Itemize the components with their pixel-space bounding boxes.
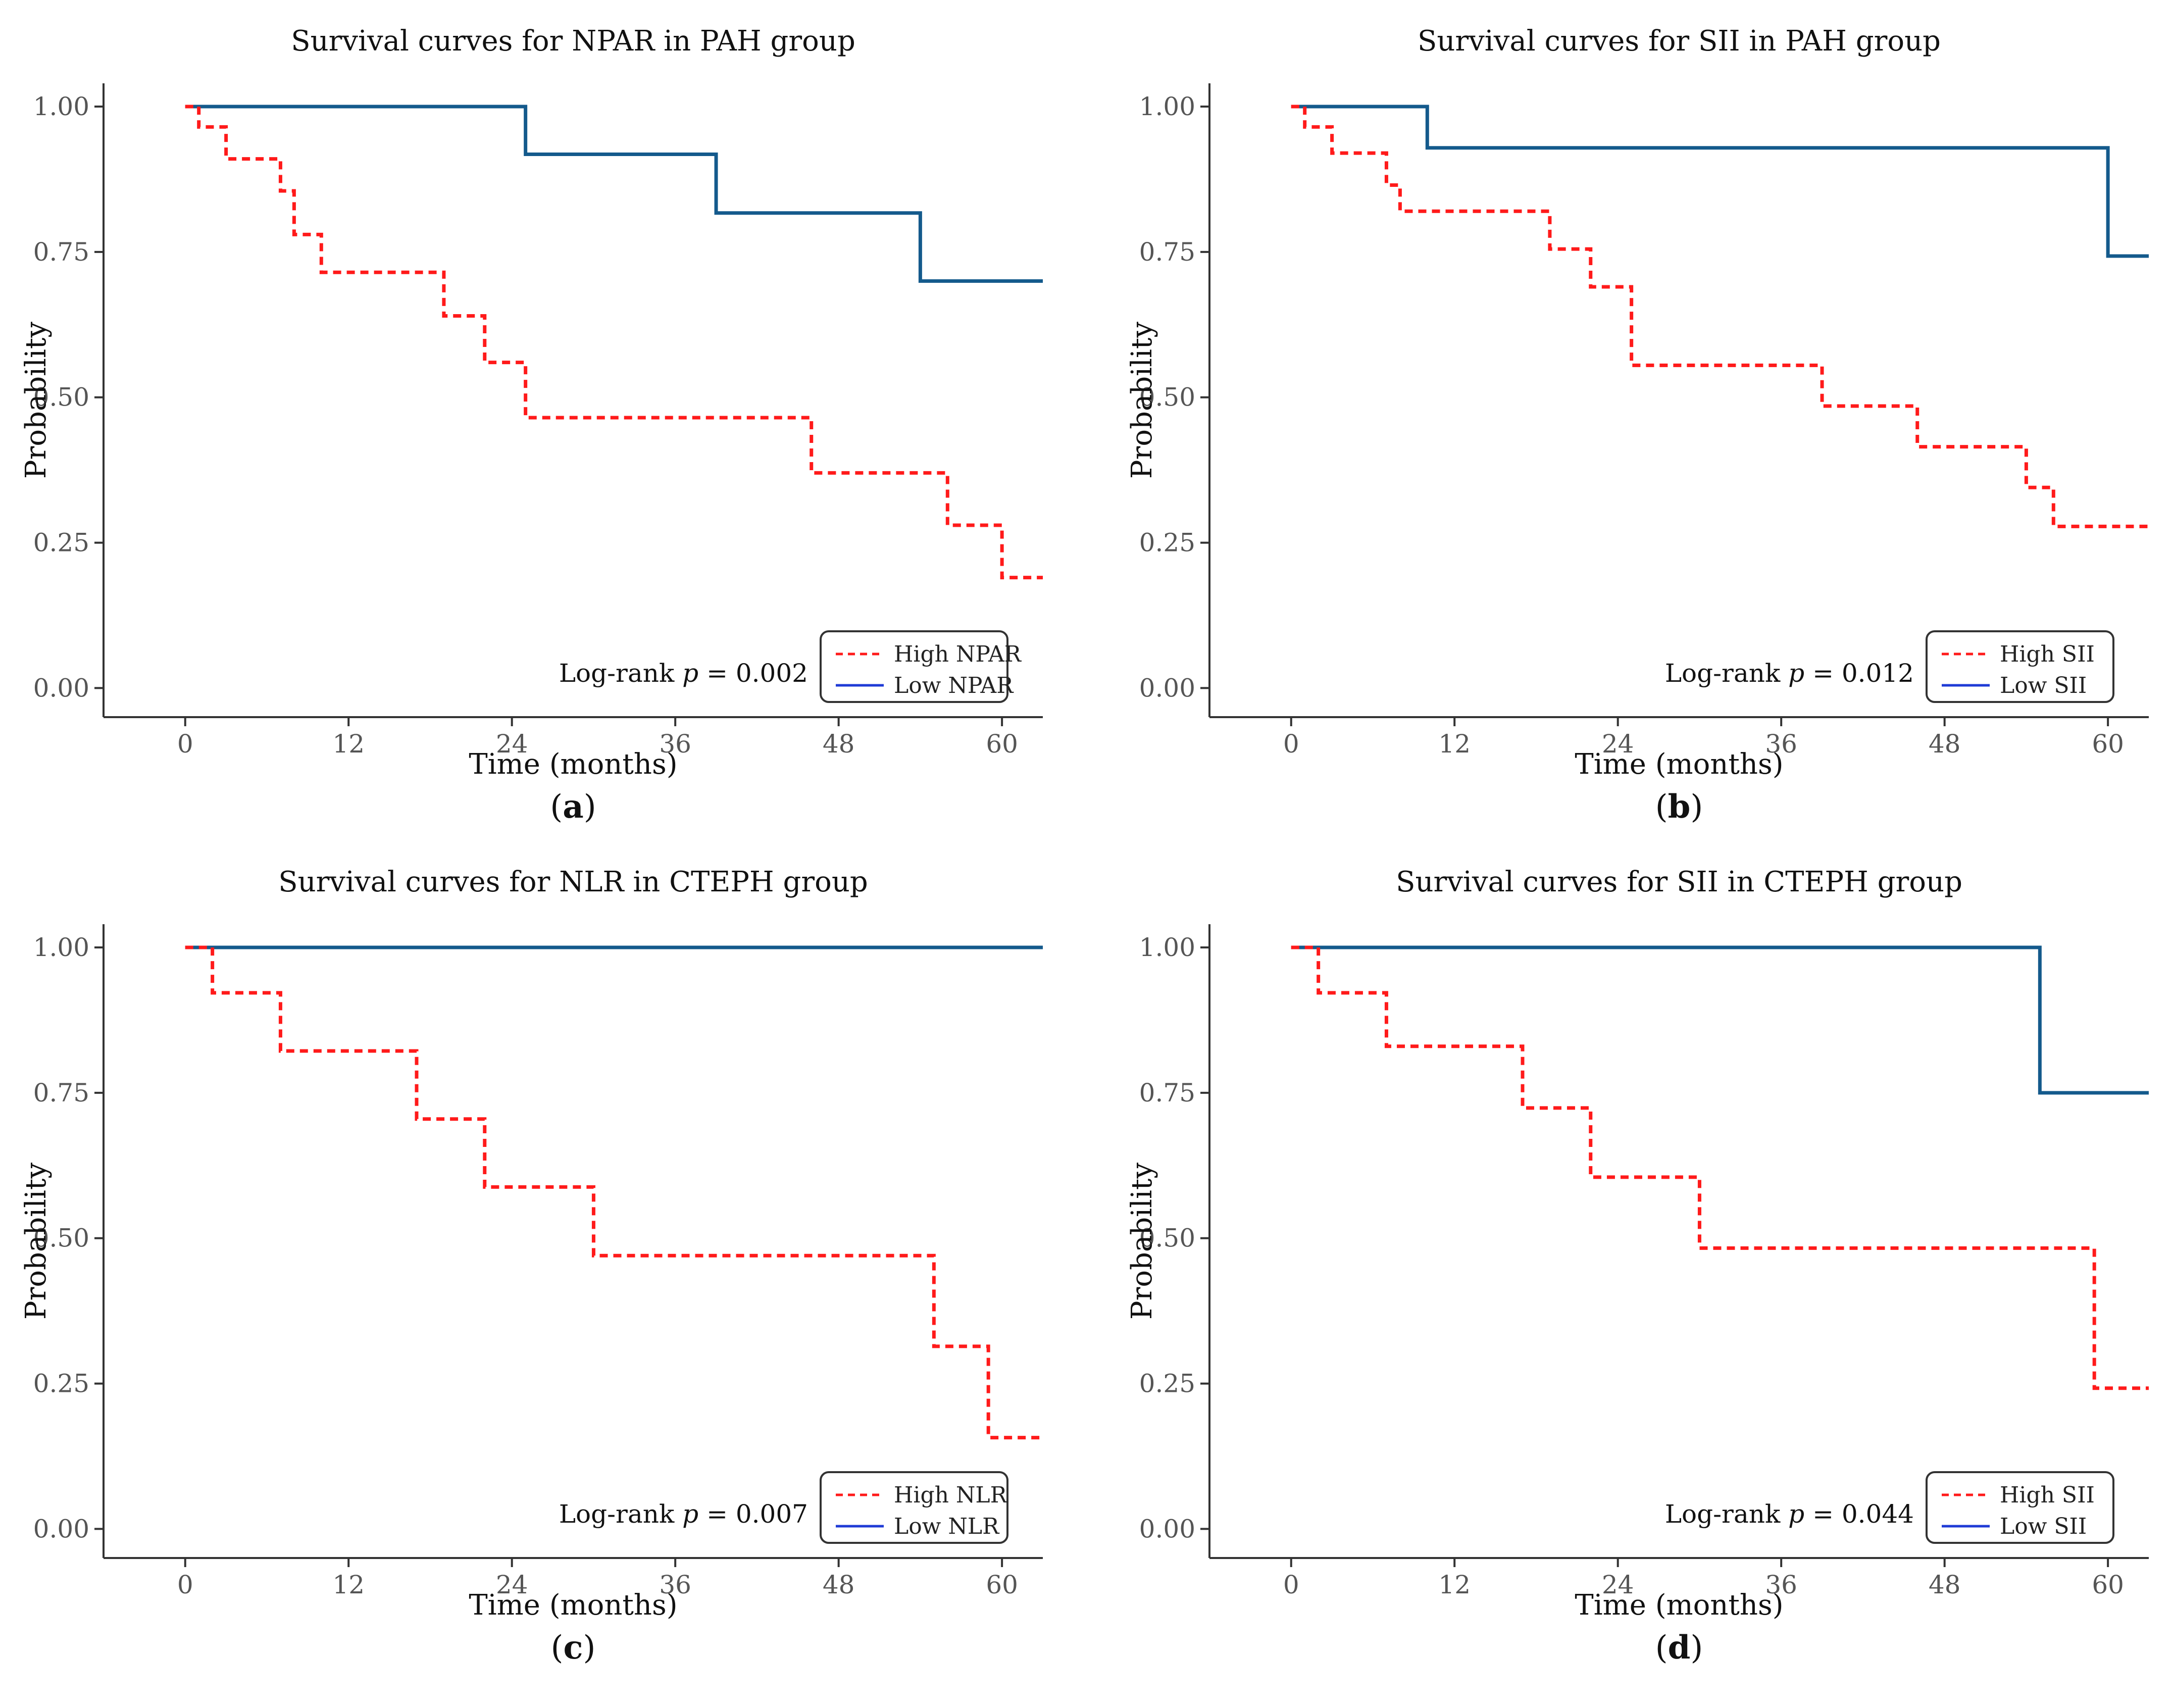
y-tick-label: 1.00 xyxy=(1139,933,1195,962)
y-tick-label: 0.50 xyxy=(1139,1224,1195,1253)
y-tick-label: 0.00 xyxy=(1139,1514,1195,1543)
logrank-annotation: Log-rank p = 0.007 xyxy=(559,1499,808,1529)
y-tick-label: 0.75 xyxy=(33,237,89,267)
survival-curve-low xyxy=(185,105,1043,283)
x-tick-label: 48 xyxy=(1929,1570,1961,1599)
y-tick-label: 0.00 xyxy=(1139,673,1195,702)
km-chart-b: Survival curves for SII in PAH group 0.00… xyxy=(1126,25,2149,781)
x-tick-label: 36 xyxy=(659,1570,691,1599)
y-tick-label: 1.00 xyxy=(33,92,89,121)
legend-label-high: High NPAR xyxy=(894,641,1022,667)
y-axis-label: Probability xyxy=(20,322,53,479)
y-axis-label: Probability xyxy=(1126,322,1158,479)
y-axis-label: Probability xyxy=(20,1163,53,1320)
panel-caption: (a) xyxy=(550,788,596,826)
x-axis-label: Time (months) xyxy=(1575,1589,1783,1622)
logrank-annotation: Log-rank p = 0.044 xyxy=(1665,1499,1914,1529)
chart-title: Survival curves for NPAR in PAH group xyxy=(291,25,855,58)
x-tick-label: 0 xyxy=(1283,729,1299,759)
km-chart-c: Survival curves for NLR in CTEPH group 0.… xyxy=(20,866,1043,1622)
x-tick-label: 12 xyxy=(332,729,365,759)
survival-curve-high xyxy=(185,945,1043,1440)
y-tick-label: 0.25 xyxy=(1139,1369,1195,1398)
y-tick-label: 0.75 xyxy=(1139,1078,1195,1108)
x-tick-label: 0 xyxy=(177,1570,193,1599)
logrank-annotation: Log-rank p = 0.012 xyxy=(1665,659,1914,688)
x-tick-label: 36 xyxy=(659,729,691,759)
survival-curve-low xyxy=(1291,945,2149,1095)
x-tick-label: 48 xyxy=(823,729,855,759)
logrank-annotation: Log-rank p = 0.002 xyxy=(559,659,808,688)
x-tick-label: 48 xyxy=(823,1570,855,1599)
x-tick-label: 36 xyxy=(1765,1570,1797,1599)
x-tick-label: 24 xyxy=(1602,1570,1634,1599)
survival-curve-high xyxy=(1291,105,2149,528)
y-tick-label: 0.75 xyxy=(33,1078,89,1108)
survival-curve-low xyxy=(1291,105,2149,258)
y-tick-label: 0.00 xyxy=(33,1514,89,1543)
legend-label-low: Low SII xyxy=(2000,673,2087,698)
x-axis-label: Time (months) xyxy=(1575,748,1783,781)
y-tick-label: 0.50 xyxy=(33,1224,89,1253)
survival-curve-high xyxy=(1291,945,2149,1390)
y-tick-label: 0.50 xyxy=(33,383,89,412)
km-chart-a: Survival curves for NPAR in PAH group 0.0… xyxy=(20,25,1043,781)
x-tick-label: 60 xyxy=(986,729,1018,759)
legend-label-low: Low SII xyxy=(2000,1514,2087,1539)
y-tick-label: 1.00 xyxy=(33,933,89,962)
x-tick-label: 36 xyxy=(1765,729,1797,759)
x-tick-label: 12 xyxy=(1438,729,1471,759)
km-chart-d: Survival curves for SII in CTEPH group 0.… xyxy=(1126,866,2149,1622)
x-tick-label: 12 xyxy=(1438,1570,1471,1599)
x-tick-label: 48 xyxy=(1929,729,1961,759)
legend-label-high: High SII xyxy=(2000,641,2095,667)
panel-caption: (c) xyxy=(550,1629,596,1667)
legend-label-low: Low NLR xyxy=(894,1514,1000,1539)
chart-title: Survival curves for SII in PAH group xyxy=(1418,25,1941,58)
y-axis-label: Probability xyxy=(1126,1163,1158,1320)
x-tick-label: 60 xyxy=(986,1570,1018,1599)
legend-label-high: High NLR xyxy=(894,1482,1008,1508)
x-tick-label: 24 xyxy=(496,1570,528,1599)
x-tick-label: 60 xyxy=(2092,729,2124,759)
y-tick-label: 1.00 xyxy=(1139,92,1195,121)
x-axis-label: Time (months) xyxy=(469,748,677,781)
y-tick-label: 0.25 xyxy=(33,528,89,558)
panel-caption: (b) xyxy=(1655,788,1703,826)
y-tick-label: 0.25 xyxy=(1139,528,1195,558)
survival-curve-high xyxy=(185,105,1043,580)
y-tick-label: 0.25 xyxy=(33,1369,89,1398)
x-tick-label: 12 xyxy=(332,1570,365,1599)
x-tick-label: 0 xyxy=(177,729,193,759)
y-tick-label: 0.75 xyxy=(1139,237,1195,267)
x-tick-label: 24 xyxy=(496,729,528,759)
y-tick-label: 0.50 xyxy=(1139,383,1195,412)
x-tick-label: 60 xyxy=(2092,1570,2124,1599)
x-axis-label: Time (months) xyxy=(469,1589,677,1622)
chart-title: Survival curves for NLR in CTEPH group xyxy=(278,866,868,898)
panel-caption: (d) xyxy=(1655,1629,1703,1667)
legend-label-low: Low NPAR xyxy=(894,673,1014,698)
legend-label-high: High SII xyxy=(2000,1482,2095,1508)
chart-title: Survival curves for SII in CTEPH group xyxy=(1396,866,1962,898)
y-tick-label: 0.00 xyxy=(33,673,89,702)
x-tick-label: 0 xyxy=(1283,1570,1299,1599)
x-tick-label: 24 xyxy=(1602,729,1634,759)
